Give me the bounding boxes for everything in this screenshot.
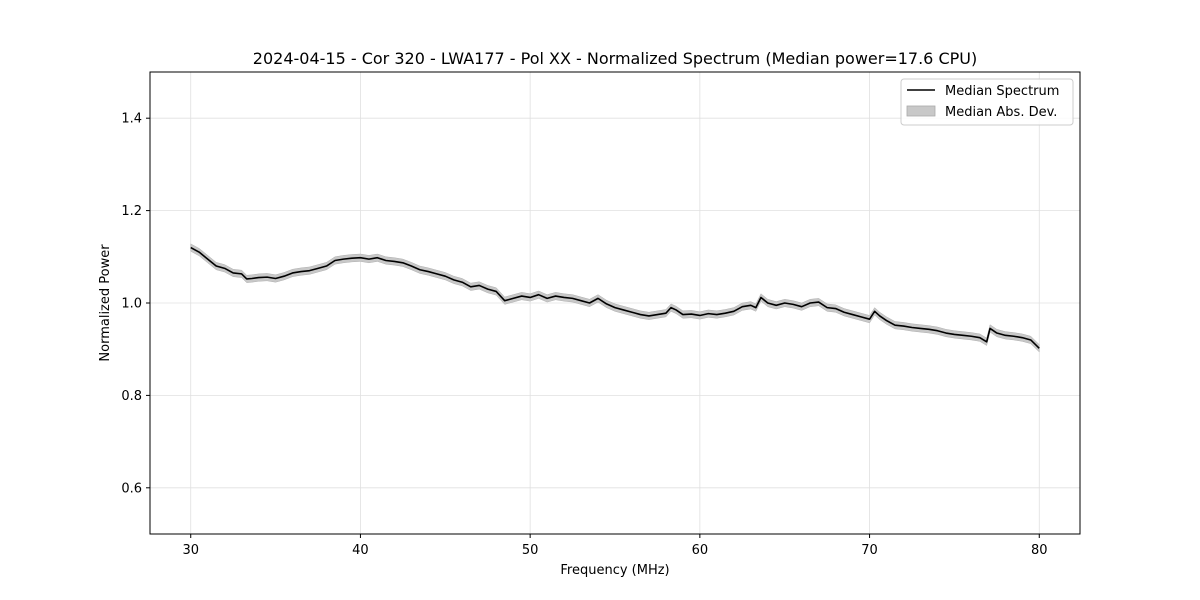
y-tick-label: 0.8 (121, 389, 142, 404)
y-axis-ticks: 0.6 0.8 1.0 1.2 1.4 (121, 112, 150, 496)
y-tick-label: 1.0 (121, 297, 142, 312)
legend-label-median-spectrum: Median Spectrum (945, 84, 1059, 99)
x-axis-label: Frequency (MHz) (560, 563, 669, 578)
chart-title: 2024-04-15 - Cor 320 - LWA177 - Pol XX -… (253, 49, 977, 68)
y-tick-label: 1.4 (121, 112, 142, 127)
legend-box (900, 78, 1074, 126)
legend-label-median-abs-dev: Median Abs. Dev. (945, 105, 1057, 120)
mad-band-layer (190, 243, 1040, 353)
x-tick-label: 70 (861, 543, 878, 558)
median-spectrum-line (190, 246, 1040, 349)
x-tick-label: 50 (522, 543, 539, 558)
y-tick-label: 1.2 (121, 204, 142, 219)
x-tick-label: 40 (352, 543, 369, 558)
legend: Median Spectrum Median Abs. Dev. (900, 78, 1074, 126)
x-tick-label: 60 (692, 543, 709, 558)
x-tick-label: 30 (182, 543, 199, 558)
mad-band (190, 243, 1040, 353)
x-axis-ticks: 30 40 50 60 70 80 (182, 534, 1048, 558)
median-line-layer (190, 246, 1040, 349)
legend-band-swatch (906, 105, 936, 117)
x-tick-label: 80 (1031, 543, 1048, 558)
y-axis-label: Normalized Power (98, 244, 113, 362)
y-tick-label: 0.6 (121, 481, 142, 496)
